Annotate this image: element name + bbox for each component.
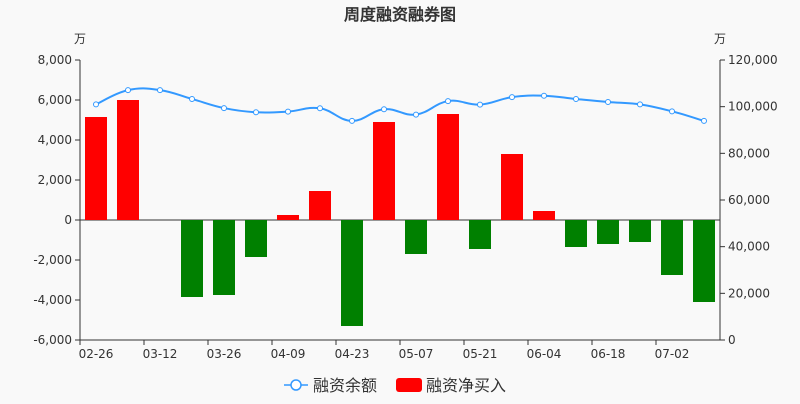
bar-04-16[interactable] (309, 191, 331, 220)
bar-05-28[interactable] (501, 154, 523, 220)
line-point-06-11[interactable] (573, 95, 579, 102)
line-point-04-16[interactable] (317, 105, 323, 112)
right-tick-label: 100,000 (728, 100, 778, 114)
line-point-06-18[interactable] (605, 99, 611, 105)
bar-07-09[interactable] (693, 220, 715, 302)
line-point-05-28[interactable] (509, 94, 515, 101)
line-point-05-21[interactable] (477, 101, 483, 108)
bar-04-09[interactable] (277, 215, 299, 220)
legend-item-line[interactable]: 融资余额 (284, 376, 377, 395)
bar-02-26[interactable] (85, 117, 107, 220)
x-tick-label: 03-12 (143, 347, 178, 361)
bar-06-04[interactable] (533, 211, 555, 220)
chart-title: 周度融资融券图 (344, 5, 456, 24)
line-point-02-26[interactable] (93, 101, 99, 108)
balance-line (95, 87, 705, 122)
bar-03-19[interactable] (181, 220, 203, 297)
line-point-04-23[interactable] (349, 117, 355, 124)
x-tick-label: 03-26 (207, 347, 242, 361)
bar-03-05[interactable] (117, 100, 139, 220)
line-point-05-14[interactable] (445, 98, 451, 105)
left-tick-label: -6,000 (33, 333, 72, 347)
bar-04-02[interactable] (245, 220, 267, 257)
bar-05-07[interactable] (405, 220, 427, 254)
x-tick-label: 02-26 (79, 347, 114, 361)
line-point-03-12[interactable] (157, 87, 163, 94)
line-point-05-07[interactable] (413, 111, 419, 118)
line-point-06-04[interactable] (541, 92, 547, 99)
right-tick-label: 0 (728, 333, 736, 347)
line-point-06-25[interactable] (637, 101, 643, 108)
bar-04-23[interactable] (341, 220, 363, 326)
line-point-07-02[interactable] (669, 108, 675, 115)
legend-label-bar: 融资净买入 (426, 376, 506, 395)
x-tick-label: 05-21 (463, 347, 498, 361)
line-point-03-19[interactable] (189, 95, 195, 102)
legend: 融资余额 融资净买入 (284, 376, 506, 395)
right-unit: 万 (714, 32, 726, 46)
left-tick-label: 2,000 (38, 173, 72, 187)
x-tick-label: 06-18 (591, 347, 626, 361)
bar-03-26[interactable] (213, 220, 235, 295)
right-tick-label: 40,000 (728, 240, 770, 254)
right-tick-label: 20,000 (728, 286, 770, 300)
bar-04-30[interactable] (373, 122, 395, 220)
line-point-03-26[interactable] (221, 105, 227, 112)
bar-07-02[interactable] (661, 220, 683, 275)
left-tick-label: 8,000 (38, 53, 72, 67)
left-tick-label: 6,000 (38, 93, 72, 107)
x-tick-label: 06-04 (527, 347, 562, 361)
right-tick-label: 120,000 (728, 53, 778, 67)
legend-label-line: 融资余额 (313, 376, 377, 395)
right-tick-label: 80,000 (728, 146, 770, 160)
legend-item-bar[interactable]: 融资净买入 (396, 376, 506, 395)
left-unit: 万 (74, 32, 86, 46)
left-tick-label: -4,000 (33, 293, 72, 307)
x-tick-label: 04-23 (335, 347, 370, 361)
left-tick-label: -2,000 (33, 253, 72, 267)
line-point-04-30[interactable] (381, 106, 387, 113)
x-tick-label: 04-09 (271, 347, 306, 361)
bar-06-18[interactable] (597, 220, 619, 244)
bar-05-14[interactable] (437, 114, 459, 220)
x-tick-label: 07-02 (655, 347, 690, 361)
line-point-03-05[interactable] (125, 87, 131, 94)
line-point-07-09[interactable] (701, 117, 707, 124)
left-tick-label: 0 (64, 213, 72, 227)
bar-06-11[interactable] (565, 220, 587, 247)
line-point-04-02[interactable] (253, 109, 259, 116)
left-tick-label: 4,000 (38, 133, 72, 147)
x-tick-label: 05-07 (399, 347, 434, 361)
bar-05-21[interactable] (469, 220, 491, 249)
right-tick-label: 60,000 (728, 193, 770, 207)
line-point-04-09[interactable] (285, 108, 291, 115)
bar-06-25[interactable] (629, 220, 651, 242)
